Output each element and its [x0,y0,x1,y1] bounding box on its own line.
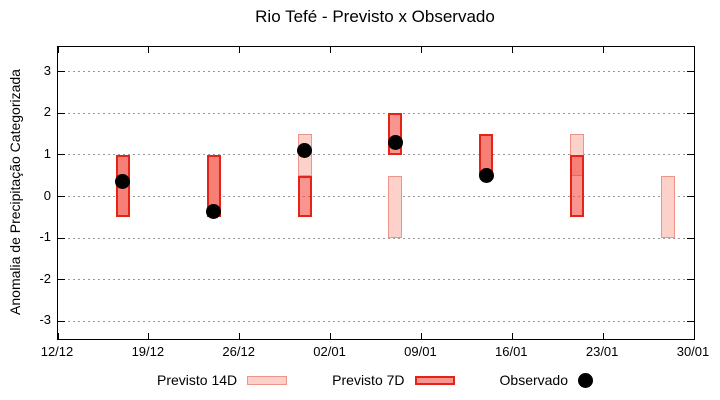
previsto-14d-bar [661,175,676,239]
y-axis-tick [687,154,694,156]
x-tick-label: 19/12 [131,344,165,359]
x-axis-tick [239,333,241,339]
observado-dot [115,174,131,190]
y-axis-tick [687,196,694,198]
x-axis-tick [148,333,150,339]
x-axis-tick [420,47,422,53]
y-tick-label: -3 [39,312,51,328]
x-axis-tick [330,47,332,53]
x-axis-tick [420,333,422,339]
observado-dot [478,168,494,184]
x-axis-tick [511,47,513,53]
y-tick-label: 1 [43,145,51,161]
x-tick-label: 09/01 [404,344,437,359]
legend-label-previsto-7d: Previsto 7D [332,372,405,388]
x-axis-tick [693,47,695,53]
x-axis-tick [693,333,695,339]
legend-label-previsto-14d: Previsto 14D [157,372,238,388]
y-axis-tick [58,112,65,114]
legend: Previsto 14D Previsto 7D Observado [57,372,693,388]
observado-dot [206,203,222,219]
gridline [58,71,694,73]
chart-title: Rio Tefé - Previsto x Observado [255,7,495,26]
legend-item-observado: Observado [500,372,593,388]
y-axis-tick [58,237,65,239]
plot-area [57,46,695,340]
observado-dot-swatch [578,372,593,388]
y-axis-tick [58,71,65,73]
y-tick-label: 0 [43,187,51,203]
previsto-14d-swatch [247,375,288,385]
x-axis-tick [148,47,150,53]
y-axis-tick [687,71,694,73]
y-axis-tick [687,320,694,322]
legend-item-previsto-7d: Previsto 7D [332,372,455,388]
x-tick-label: 12/12 [40,344,74,359]
x-tick-label: 02/01 [313,344,346,359]
x-axis-tick [57,47,59,53]
y-axis-tick [58,279,65,281]
y-tick-label: -1 [39,229,51,245]
y-tick-label: 2 [43,104,51,120]
y-tick-label: -2 [39,270,51,286]
gridline [58,196,694,198]
previsto-7d-swatch [414,375,455,385]
x-axis-tick [239,47,241,53]
previsto-7d-bar [297,175,312,218]
y-tick-label: 3 [43,62,51,78]
previsto-14d-bar [388,175,403,239]
x-tick-label: 16/01 [495,344,528,359]
y-axis-tick [58,154,65,156]
y-axis-tick [58,196,65,198]
observado-dot [297,143,313,159]
y-axis-tick [687,237,694,239]
x-axis-tick [602,333,604,339]
gridline [58,320,694,322]
x-axis-tick [602,47,604,53]
gridline [58,237,694,239]
y-axis-tick [687,279,694,281]
legend-label-observado: Observado [499,372,568,388]
gridline [58,154,694,156]
previsto-7d-bar [570,154,585,218]
x-axis-tick [511,333,513,339]
x-tick-label: 26/12 [222,344,255,359]
y-axis-tick [58,320,65,322]
y-axis-tick [687,112,694,114]
x-tick-label: 23/01 [585,344,619,359]
x-axis-tick [330,333,332,339]
gridline [58,279,694,281]
x-axis-tick [57,333,59,339]
observado-dot [387,135,403,151]
legend-item-previsto-14d: Previsto 14D [157,372,288,388]
x-tick-label: 30/01 [676,344,710,359]
gridline [58,112,694,114]
